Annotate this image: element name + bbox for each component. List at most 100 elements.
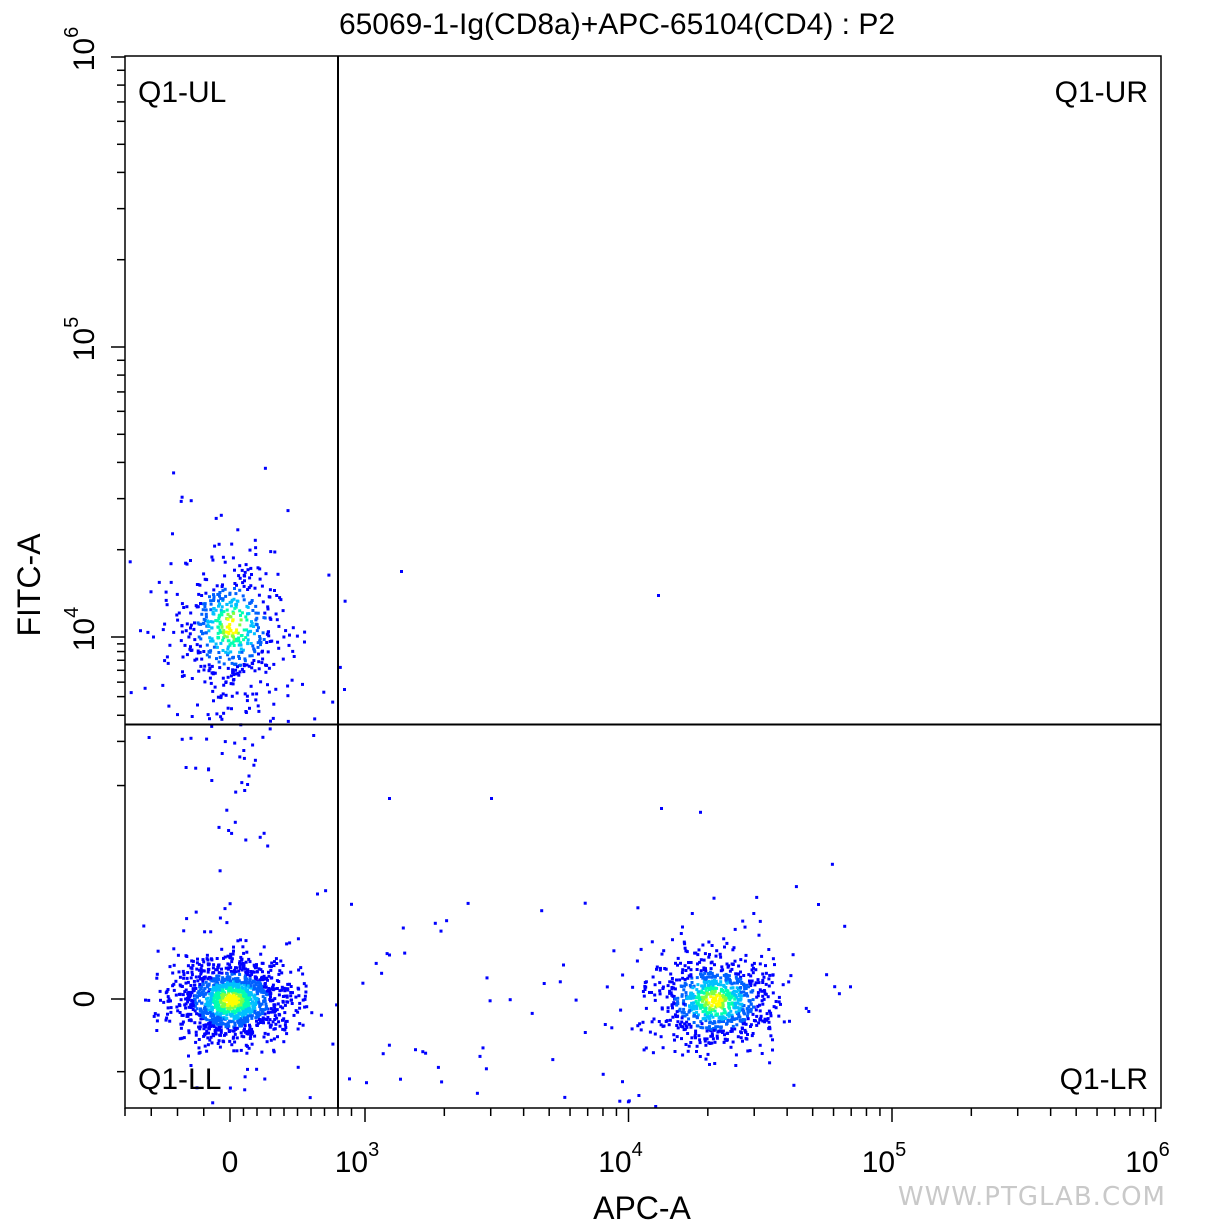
event-dot — [200, 964, 204, 968]
event-dot — [719, 955, 723, 959]
event-dot — [720, 965, 724, 969]
event-dot — [206, 968, 210, 971]
event-dot — [155, 1029, 159, 1032]
event-dot — [243, 1027, 246, 1031]
event-dot — [181, 655, 185, 659]
event-dot — [257, 984, 261, 988]
event-dot — [685, 1025, 689, 1029]
event-dot — [172, 947, 176, 951]
event-dot — [684, 994, 688, 998]
event-dot — [285, 1032, 289, 1036]
event-dot — [642, 1048, 646, 1052]
event-dot — [259, 968, 263, 972]
event-dot — [651, 1051, 655, 1055]
event-dot — [224, 650, 228, 654]
event-dot — [262, 977, 266, 981]
event-dot — [235, 992, 239, 996]
event-dot — [252, 984, 256, 988]
event-dot — [229, 983, 233, 987]
event-dot — [221, 980, 225, 984]
event-dot — [217, 996, 221, 1000]
event-dot — [198, 1009, 202, 1013]
event-dot — [207, 625, 211, 628]
event-dot — [221, 988, 225, 992]
event-dot — [725, 1022, 728, 1026]
event-dot — [212, 979, 216, 983]
event-dot — [744, 1030, 748, 1034]
event-dot — [248, 977, 252, 981]
event-dot — [289, 991, 293, 994]
event-dot — [736, 981, 739, 985]
event-dot — [659, 1035, 663, 1039]
event-dot — [605, 985, 609, 989]
event-dot — [188, 632, 192, 636]
event-dot — [766, 995, 770, 999]
event-dot — [228, 1039, 232, 1043]
event-dot — [189, 623, 193, 627]
event-dot — [701, 1010, 705, 1014]
event-dot — [343, 599, 347, 603]
event-dot — [206, 1004, 210, 1008]
event-dot — [270, 976, 274, 980]
event-dot — [192, 997, 196, 1001]
event-dot — [766, 1017, 770, 1021]
event-dot — [212, 593, 215, 597]
event-dot — [399, 1077, 402, 1081]
event-dot — [247, 990, 251, 994]
event-dot — [789, 974, 793, 978]
event-dot — [165, 989, 169, 993]
event-dot — [225, 998, 229, 1002]
event-dot — [230, 1012, 234, 1016]
event-dot — [219, 1021, 223, 1025]
event-dot — [175, 1005, 179, 1009]
event-dot — [231, 656, 235, 660]
event-dot — [222, 662, 226, 666]
event-dot — [211, 620, 215, 624]
event-dot — [212, 977, 216, 981]
event-dot — [204, 615, 208, 619]
event-dot — [180, 674, 184, 678]
event-dot — [201, 979, 205, 983]
event-dot — [254, 1000, 258, 1004]
event-dot — [698, 960, 702, 964]
event-dot — [189, 976, 193, 980]
event-dot — [710, 1032, 714, 1036]
event-dot — [244, 960, 248, 964]
event-dot — [733, 1027, 737, 1031]
event-dot — [237, 981, 241, 985]
event-dot — [199, 602, 202, 605]
event-dot — [687, 966, 691, 970]
event-dot — [184, 988, 188, 992]
event-dot — [257, 1011, 260, 1015]
event-dot — [237, 979, 241, 983]
event-dot — [164, 598, 168, 602]
event-dot — [206, 977, 210, 981]
event-dot — [281, 999, 285, 1003]
event-dot — [676, 1020, 680, 1024]
event-dot — [229, 650, 233, 654]
event-dot — [643, 981, 647, 984]
event-dot — [833, 985, 837, 989]
event-dot — [671, 938, 674, 942]
event-dot — [210, 779, 214, 782]
event-dot — [250, 654, 254, 658]
event-dot — [710, 1004, 714, 1008]
event-dot — [199, 1007, 202, 1011]
event-dot — [224, 1032, 228, 1036]
event-dot — [670, 993, 674, 997]
event-dot — [208, 992, 212, 996]
event-dot — [205, 984, 209, 988]
event-dot — [250, 993, 254, 997]
event-dot — [758, 962, 762, 966]
event-dot — [262, 991, 266, 995]
event-dot — [241, 1014, 245, 1018]
event-dot — [739, 1008, 743, 1012]
event-dot — [253, 538, 257, 542]
event-dot — [542, 982, 546, 985]
event-dot — [227, 982, 231, 986]
event-dot — [238, 609, 242, 613]
event-dot — [269, 1038, 273, 1042]
event-dot — [702, 966, 706, 970]
event-dot — [179, 998, 183, 1002]
event-dot — [184, 981, 188, 985]
